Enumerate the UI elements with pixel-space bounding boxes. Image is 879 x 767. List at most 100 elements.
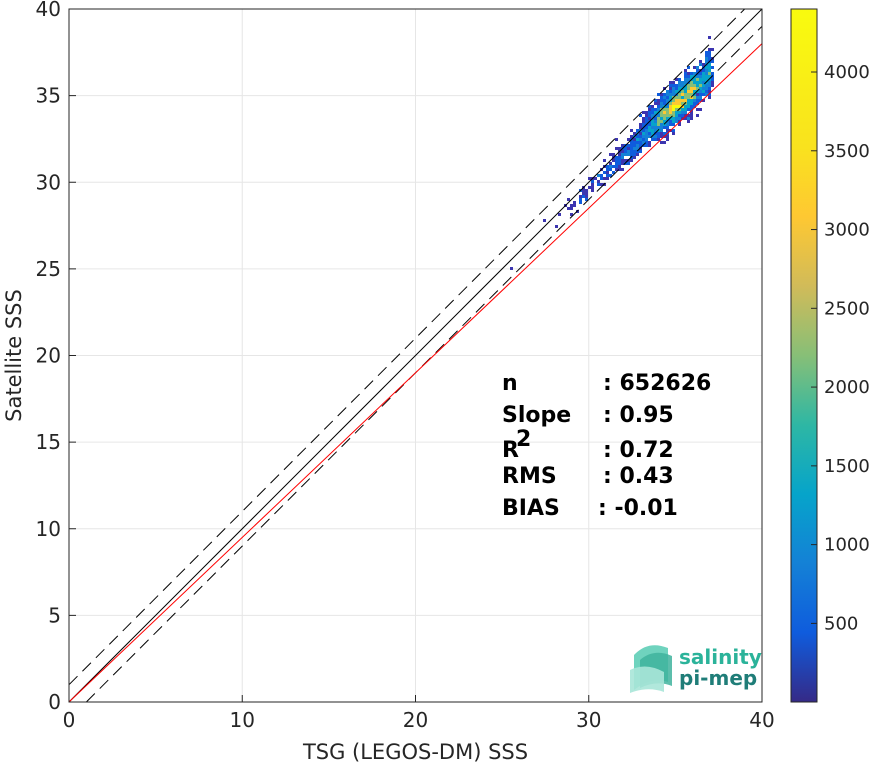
density-cell: [696, 75, 699, 78]
density-cell: [687, 72, 690, 75]
density-cell: [639, 123, 642, 126]
density-cell: [648, 132, 651, 135]
density-cell: [687, 90, 690, 93]
density-cell: [693, 102, 696, 105]
density-cell: [708, 63, 711, 66]
density-cell: [684, 99, 687, 102]
density-cell: [696, 96, 699, 99]
density-cell: [672, 102, 675, 105]
density-cell: [690, 105, 693, 108]
density-cell: [663, 93, 666, 96]
density-cell: [660, 120, 663, 123]
density-cell: [708, 51, 711, 54]
density-cell: [618, 162, 621, 165]
density-cell: [675, 102, 678, 105]
density-cell: [642, 111, 645, 114]
density-cell: [669, 96, 672, 99]
density-cell: [675, 78, 678, 81]
density-cell: [693, 84, 696, 87]
density-cell: [651, 105, 654, 108]
density-cell: [543, 219, 546, 222]
density-cell: [633, 144, 636, 147]
density-cell: [663, 141, 666, 144]
density-cell: [675, 108, 678, 111]
density-cell: [672, 111, 675, 114]
density-cell: [669, 108, 672, 111]
density-cell: [678, 87, 681, 90]
density-cell: [684, 111, 687, 114]
density-cell: [684, 114, 687, 117]
density-cell: [708, 66, 711, 69]
density-cell: [606, 168, 609, 171]
y-tick-label: 35: [36, 84, 61, 108]
density-cell: [618, 156, 621, 159]
density-cell: [654, 135, 657, 138]
density-cell: [657, 114, 660, 117]
density-cell: [681, 114, 684, 117]
density-cell: [687, 75, 690, 78]
density-cell: [711, 60, 714, 63]
colorbar-tick-label: 4000: [824, 62, 870, 83]
density-cell: [570, 207, 573, 210]
density-cell: [648, 114, 651, 117]
density-cell: [585, 198, 588, 201]
density-cell: [630, 135, 633, 138]
density-cell: [654, 102, 657, 105]
density-cell: [672, 105, 675, 108]
density-cell: [693, 96, 696, 99]
density-cell: [651, 123, 654, 126]
density-cell: [708, 84, 711, 87]
density-cell: [630, 129, 633, 132]
density-cell: [660, 117, 663, 120]
density-cell: [687, 114, 690, 117]
density-cell: [648, 135, 651, 138]
logo-line-1: salinity: [679, 645, 762, 669]
density-cell: [663, 111, 666, 114]
density-cell: [669, 123, 672, 126]
density-cell: [684, 117, 687, 120]
density-cell: [582, 189, 585, 192]
density-cell: [678, 105, 681, 108]
density-cell: [636, 135, 639, 138]
density-cell: [621, 144, 624, 147]
density-cell: [699, 108, 702, 111]
density-cell: [657, 132, 660, 135]
density-cell: [597, 174, 600, 177]
density-cell: [636, 129, 639, 132]
density-cell: [648, 126, 651, 129]
stat-key: R: [502, 438, 519, 463]
density-cell: [660, 99, 663, 102]
density-cell: [690, 99, 693, 102]
density-cell: [597, 183, 600, 186]
density-cell: [669, 87, 672, 90]
logo-line-2: pi-mep: [679, 666, 757, 690]
density-cell: [672, 129, 675, 132]
density-cell: [711, 84, 714, 87]
density-cell: [690, 87, 693, 90]
density-cell: [666, 96, 669, 99]
density-cell: [672, 99, 675, 102]
density-cell: [663, 99, 666, 102]
density-cell: [666, 117, 669, 120]
density-cell: [624, 153, 627, 156]
density-cell: [702, 81, 705, 84]
stat-key: RMS: [502, 464, 557, 489]
density-cell: [705, 78, 708, 81]
density-cell: [699, 72, 702, 75]
density-cell: [648, 141, 651, 144]
density-cell: [657, 138, 660, 141]
density-cell: [618, 147, 621, 150]
density-cell: [660, 123, 663, 126]
density-cell: [651, 114, 654, 117]
y-tick-label: 25: [36, 257, 61, 281]
density-cell: [699, 60, 702, 63]
density-cell: [588, 186, 591, 189]
density-cell: [666, 99, 669, 102]
density-cell: [666, 114, 669, 117]
density-cell: [669, 84, 672, 87]
density-cell: [639, 132, 642, 135]
density-cell: [627, 144, 630, 147]
density-cell: [615, 165, 618, 168]
density-cell: [699, 75, 702, 78]
density-cell: [660, 126, 663, 129]
